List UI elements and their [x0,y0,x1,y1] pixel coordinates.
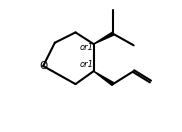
Polygon shape [94,71,114,85]
Text: O: O [39,61,47,71]
Polygon shape [94,32,114,44]
Text: or1: or1 [80,60,94,69]
Text: or1: or1 [80,43,94,52]
